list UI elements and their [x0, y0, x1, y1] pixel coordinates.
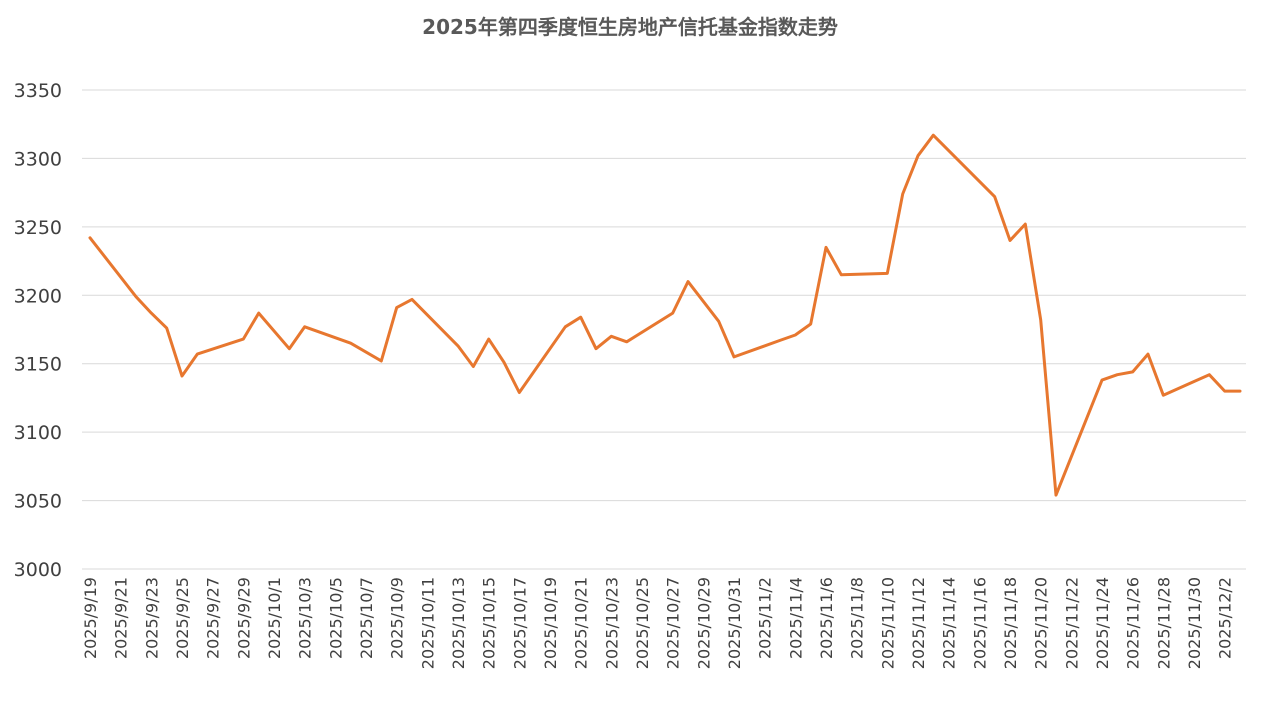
x-tick-label: 2025/11/18: [1001, 577, 1020, 669]
x-tick-label: 2025/9/27: [204, 577, 223, 659]
x-tick-label: 2025/10/23: [602, 577, 621, 669]
x-tick-label: 2025/11/6: [817, 577, 836, 659]
x-tick-label: 2025/9/29: [234, 577, 253, 659]
x-tick-label: 2025/10/29: [694, 577, 713, 669]
x-tick-label: 2025/11/20: [1032, 577, 1051, 669]
y-tick-label: 3100: [14, 422, 62, 444]
x-tick-label: 2025/11/22: [1062, 577, 1081, 669]
x-tick-label: 2025/10/17: [510, 577, 529, 669]
x-tick-label: 2025/11/28: [1154, 577, 1173, 669]
y-tick-label: 3000: [14, 559, 62, 581]
y-tick-label: 3250: [14, 217, 62, 239]
series-line-0: [88, 133, 1242, 497]
x-tick-label: 2025/11/30: [1185, 577, 1204, 669]
y-tick-label: 3150: [14, 354, 62, 376]
x-axis-ticks: 2025/9/19 2025/9/21 2025/9/23 2025/9/25 2025…: [81, 577, 1235, 669]
x-tick-label: 2025/10/21: [572, 577, 591, 669]
x-tick-label: 2025/11/16: [970, 577, 989, 669]
x-tick-label: 2025/11/24: [1093, 577, 1112, 669]
x-tick-label: 2025/9/21: [112, 577, 131, 659]
x-tick-label: 2025/10/31: [725, 577, 744, 669]
grid-lines: [82, 89, 1246, 570]
x-tick-label: 2025/12/2: [1216, 577, 1235, 659]
x-tick-label: 2025/10/27: [664, 577, 683, 669]
y-axis-ticks: 3000 3050 3100 3150 3200 3250 3300 3350: [14, 80, 62, 581]
x-tick-label: 2025/9/19: [81, 577, 100, 659]
x-tick-label: 2025/10/9: [388, 577, 407, 659]
y-tick-label: 3350: [14, 80, 62, 102]
x-tick-label: 2025/10/25: [633, 577, 652, 669]
y-tick-label: 3050: [14, 491, 62, 513]
x-tick-label: 2025/10/5: [326, 577, 345, 659]
x-tick-label: 2025/10/11: [418, 577, 437, 669]
x-tick-label: 2025/9/23: [142, 577, 161, 659]
x-tick-label: 2025/10/13: [449, 577, 468, 669]
x-tick-label: 2025/11/2: [756, 577, 775, 659]
x-tick-label: 2025/11/26: [1124, 577, 1143, 669]
x-tick-label: 2025/10/19: [541, 577, 560, 669]
x-tick-label: 2025/11/14: [940, 577, 959, 669]
x-tick-label: 2025/10/7: [357, 577, 376, 659]
x-tick-label: 2025/11/4: [786, 577, 805, 659]
x-tick-label: 2025/11/12: [909, 577, 928, 669]
x-tick-label: 2025/10/15: [480, 577, 499, 669]
x-tick-label: 2025/9/25: [173, 577, 192, 659]
x-tick-label: 2025/10/1: [265, 577, 284, 659]
x-tick-label: 2025/11/8: [848, 577, 867, 659]
x-tick-label: 2025/11/10: [878, 577, 897, 669]
y-tick-label: 3300: [14, 148, 62, 170]
series-layer: [88, 133, 1242, 497]
y-tick-label: 3200: [14, 285, 62, 307]
x-tick-label: 2025/10/3: [296, 577, 315, 659]
chart-title: 2025年第四季度恒生房地产信托基金指数走势: [422, 15, 838, 39]
